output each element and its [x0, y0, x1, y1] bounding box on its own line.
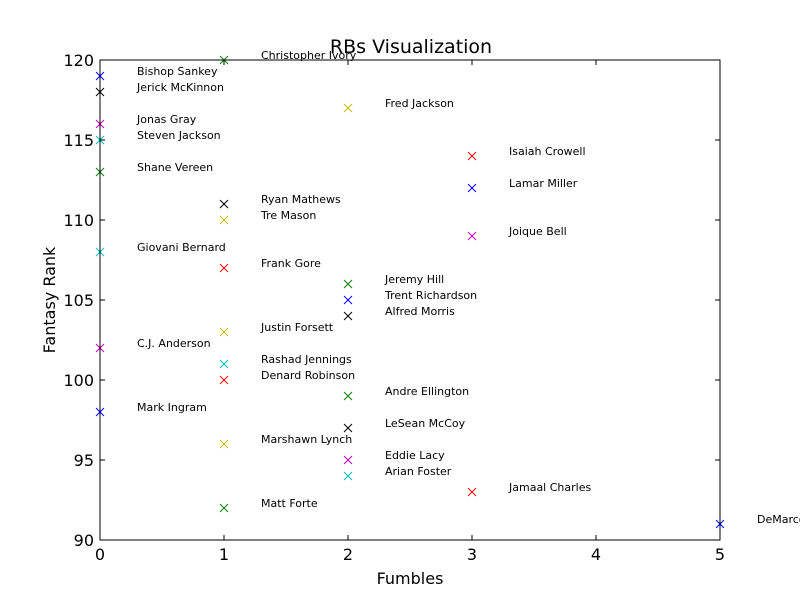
x-tick-label: 0	[95, 545, 105, 564]
point-label: Giovani Bernard	[137, 241, 226, 254]
point-label: Marshawn Lynch	[261, 433, 352, 446]
point-label: Bishop Sankey	[137, 65, 218, 78]
point-label: Lamar Miller	[509, 177, 578, 190]
point-label: Isaiah Crowell	[509, 145, 586, 158]
data-point	[219, 199, 229, 209]
data-point	[219, 263, 229, 273]
point-label: C.J. Anderson	[137, 337, 211, 350]
y-tick-label: 105	[63, 291, 94, 310]
y-tick-label: 90	[74, 531, 94, 550]
data-point	[219, 503, 229, 513]
data-point	[343, 279, 353, 289]
y-tick-label: 100	[63, 371, 94, 390]
data-point	[467, 487, 477, 497]
x-tick-label: 4	[591, 545, 601, 564]
data-point	[343, 455, 353, 465]
point-label: Trent Richardson	[384, 289, 477, 302]
x-axis-label: Fumbles	[377, 569, 444, 588]
point-label: Tre Mason	[260, 209, 316, 222]
point-label: Shane Vereen	[137, 161, 213, 174]
point-label: Rashad Jennings	[261, 353, 352, 366]
point-label: Denard Robinson	[261, 369, 355, 382]
chart-title: RBs Visualization	[330, 36, 492, 58]
point-label: Matt Forte	[261, 497, 318, 510]
point-label: Andre Ellington	[385, 385, 469, 398]
data-point	[343, 311, 353, 321]
y-tick-label: 120	[63, 51, 94, 70]
data-point	[467, 151, 477, 161]
point-label: Justin Forsett	[260, 321, 334, 334]
x-tick-label: 3	[467, 545, 477, 564]
data-point	[219, 359, 229, 369]
data-point	[343, 295, 353, 305]
point-label: DeMarco Murray	[757, 513, 800, 526]
x-tick-label: 1	[219, 545, 229, 564]
plot-marks: Christopher Ivory Bishop Sankey Jerick McK…	[95, 49, 800, 529]
point-label: Eddie Lacy	[385, 449, 445, 462]
point-label: Ryan Mathews	[261, 193, 341, 206]
point-label: Jerick McKinnon	[136, 81, 224, 94]
x-tick-label: 5	[715, 545, 725, 564]
point-label: Fred Jackson	[385, 97, 454, 110]
point-label: Alfred Morris	[385, 305, 455, 318]
data-point	[343, 423, 353, 433]
point-label: Jeremy Hill	[384, 273, 444, 286]
y-tick-label: 95	[74, 451, 94, 470]
point-label: Arian Foster	[385, 465, 452, 478]
data-point	[219, 375, 229, 385]
point-label: Jamaal Charles	[508, 481, 591, 494]
axis-ticks: 0 1 2 3 4 5 90 95 100 105 110 115 120	[63, 51, 725, 564]
data-point	[343, 391, 353, 401]
data-point	[219, 215, 229, 225]
y-tick-label: 110	[63, 211, 94, 230]
y-tick-label: 115	[63, 131, 94, 150]
point-label: Joique Bell	[508, 225, 567, 238]
data-point	[219, 439, 229, 449]
point-label: Frank Gore	[261, 257, 321, 270]
data-point	[467, 231, 477, 241]
x-tick-label: 2	[343, 545, 353, 564]
point-label: Mark Ingram	[137, 401, 207, 414]
y-axis-label: Fantasy Rank	[40, 246, 59, 353]
data-point	[219, 327, 229, 337]
point-label: LeSean McCoy	[385, 417, 466, 430]
data-point	[467, 183, 477, 193]
data-point	[343, 103, 353, 113]
point-label: Steven Jackson	[137, 129, 221, 142]
data-point	[343, 471, 353, 481]
point-label: Christopher Ivory	[261, 49, 357, 62]
point-label: Jonas Gray	[136, 113, 197, 126]
